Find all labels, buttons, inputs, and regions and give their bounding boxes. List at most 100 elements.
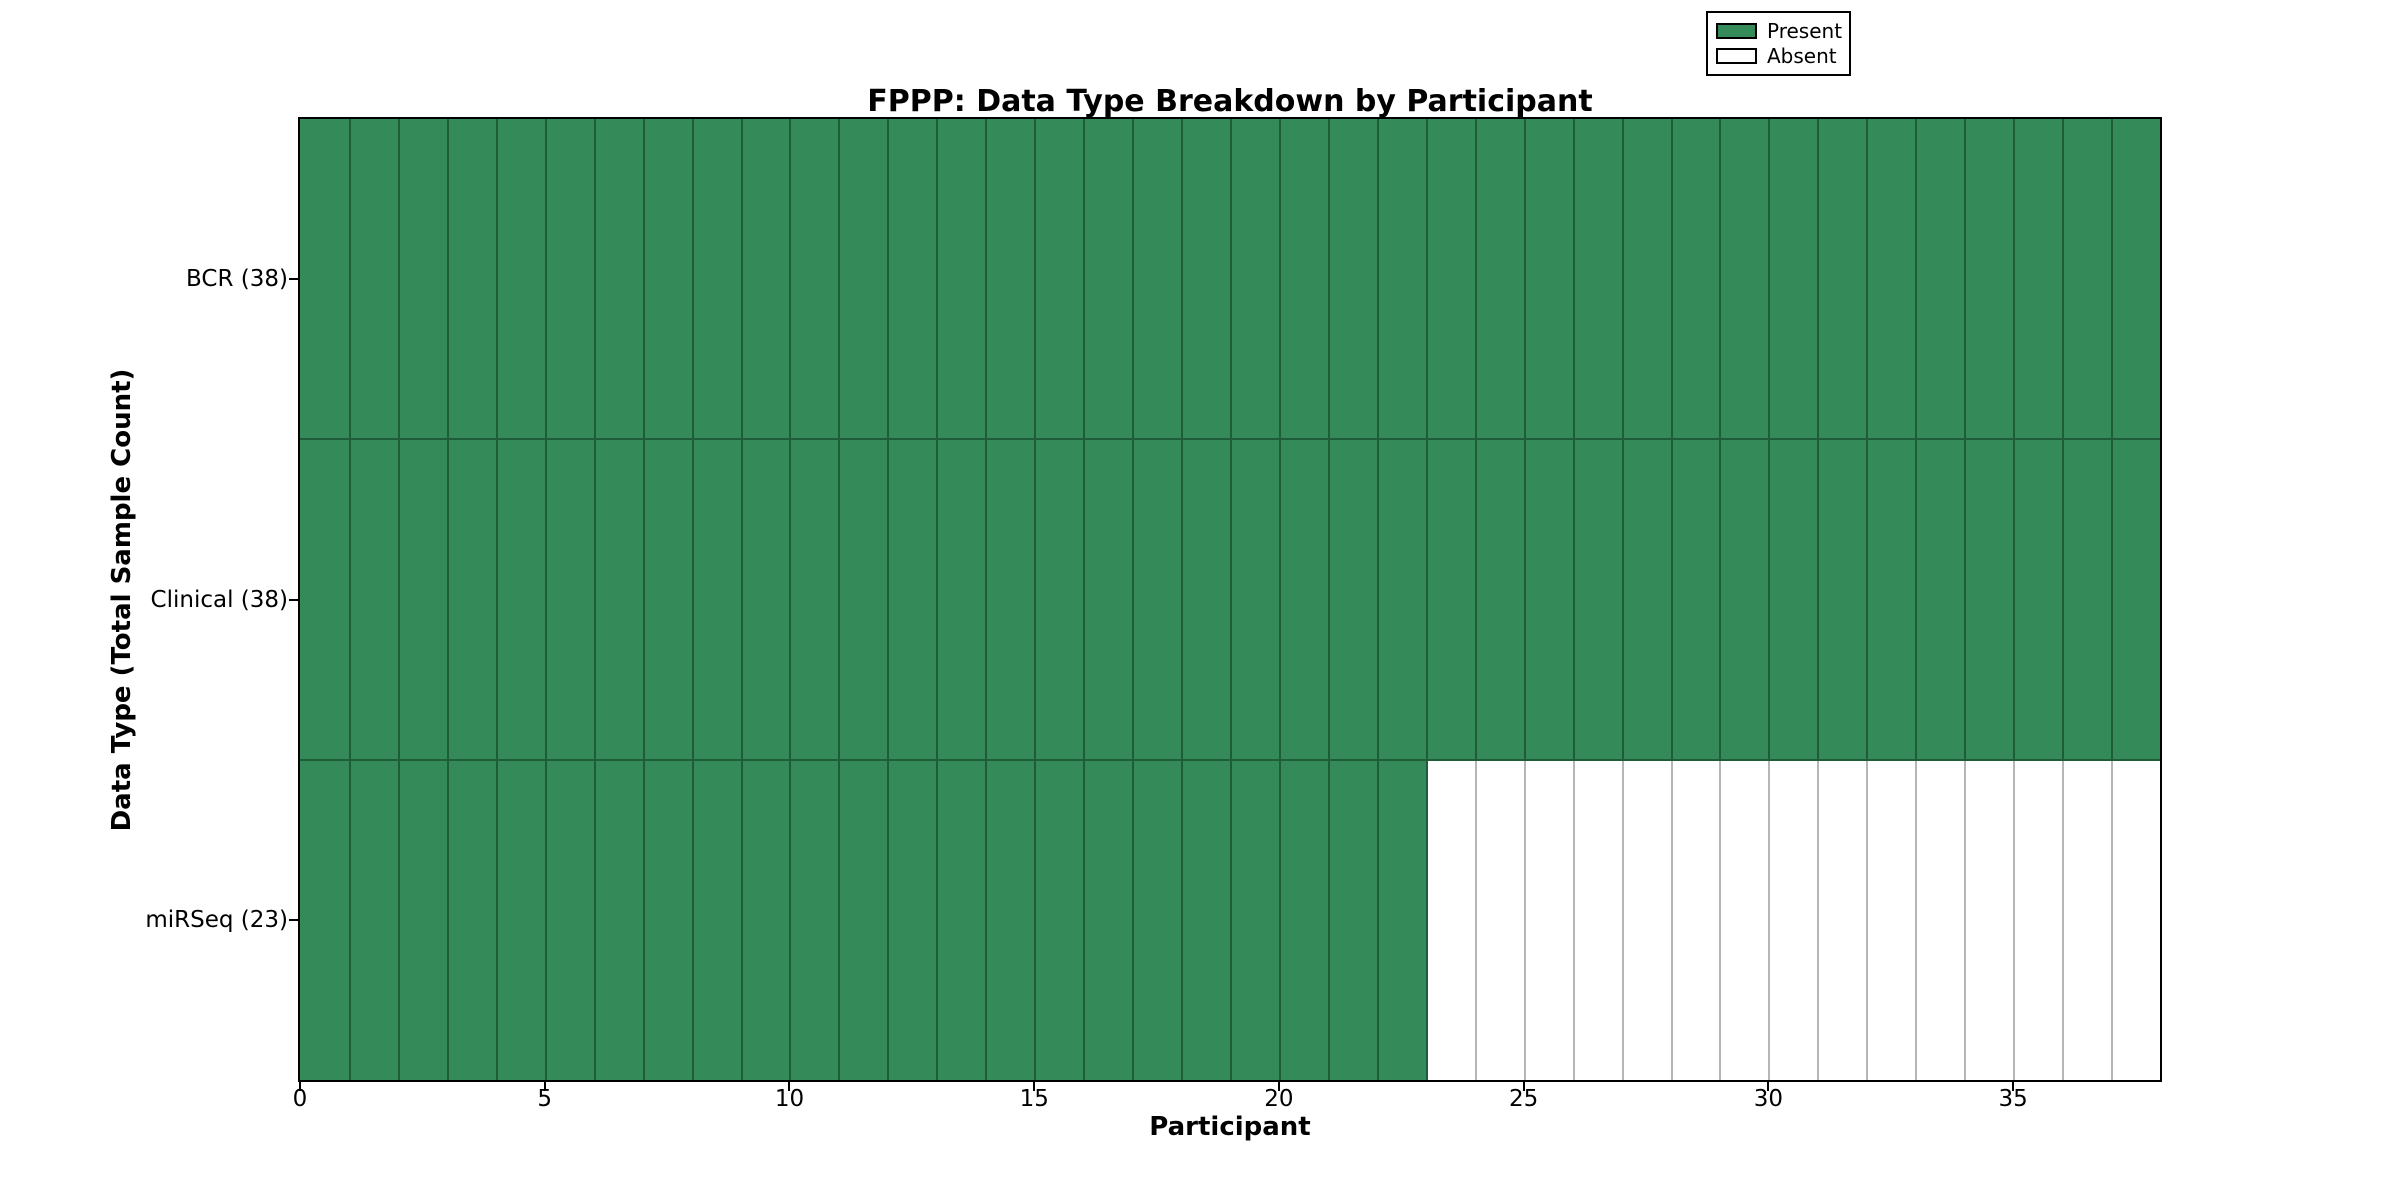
heatmap-cell-present [1376, 759, 1427, 1080]
legend-entry: Absent [1716, 44, 1841, 70]
heatmap-cell-present [1425, 119, 1476, 440]
heatmap-cell-present [1670, 119, 1720, 440]
heatmap-cell-present [1474, 439, 1525, 760]
heatmap-cell-present [446, 119, 497, 440]
heatmap-cell-present [2062, 439, 2112, 760]
x-tick-mark [299, 1082, 301, 1091]
heatmap-cell-present [1132, 119, 1182, 440]
legend-label: Absent [1767, 44, 1837, 69]
heatmap-cell-present [740, 439, 790, 760]
heatmap-cell-absent [2062, 759, 2112, 1080]
plot-area [298, 117, 2162, 1082]
heatmap-cell-present [789, 759, 839, 1080]
heatmap-cell-present [936, 759, 986, 1080]
heatmap-cell-absent [1621, 759, 1672, 1080]
legend-label: Present [1767, 18, 1843, 43]
heatmap-cell-absent [1964, 759, 2014, 1080]
heatmap-cell-present [593, 119, 644, 440]
y-tick-label: BCR (38) [186, 266, 288, 293]
heatmap-cell-present [1376, 119, 1427, 440]
heatmap-cell-present [985, 759, 1035, 1080]
heatmap-cell-present [1866, 439, 1916, 760]
heatmap-cell-present [691, 119, 742, 440]
heatmap-cell-present [1621, 439, 1672, 760]
heatmap-cell-present [838, 119, 888, 440]
heatmap-cell-absent [2013, 759, 2063, 1080]
heatmap-cell-present [1278, 759, 1329, 1080]
heatmap-cell-present [1278, 119, 1329, 440]
heatmap-cell-present [936, 119, 986, 440]
heatmap-cell-present [1817, 119, 1867, 440]
heatmap-cell-present [1132, 759, 1182, 1080]
heatmap-cell-present [740, 759, 790, 1080]
heatmap-cell-present [1768, 439, 1818, 760]
heatmap-cell-present [1278, 439, 1329, 760]
heatmap-cell-present [1181, 439, 1231, 760]
heatmap-cell-present [1866, 119, 1916, 440]
heatmap-cell-present [1376, 439, 1427, 760]
heatmap-cell-present [348, 439, 399, 760]
x-tick-mark [1767, 1082, 1770, 1091]
heatmap-cell-present [1083, 759, 1133, 1080]
heatmap-cell-present [397, 119, 448, 440]
heatmap-cell-absent [1866, 759, 1916, 1080]
heatmap-cell-present [1230, 759, 1280, 1080]
heatmap-cell-present [1621, 119, 1672, 440]
heatmap-cell-absent [1474, 759, 1525, 1080]
heatmap-cell-present [838, 439, 888, 760]
heatmap-cell-present [593, 439, 644, 760]
heatmap-cell-present [1915, 119, 1965, 440]
heatmap-cell-present [1915, 439, 1965, 760]
heatmap-cell-present [887, 119, 937, 440]
heatmap-cell-present [2111, 439, 2161, 760]
x-tick-mark [1277, 1082, 1280, 1091]
heatmap-cell-present [300, 439, 350, 760]
heatmap-cell-present [495, 759, 546, 1080]
heatmap-cell-present [1670, 439, 1720, 760]
heatmap-cell-present [838, 759, 888, 1080]
heatmap-cell-present [1132, 439, 1182, 760]
heatmap-cell-present [1719, 439, 1769, 760]
heatmap-cell-present [1327, 439, 1378, 760]
heatmap-cell-present [1964, 119, 2014, 440]
legend-swatch-present [1716, 22, 1757, 39]
heatmap-cell-present [1083, 119, 1133, 440]
y-tick-mark [289, 278, 298, 281]
heatmap-cell-present [300, 119, 350, 440]
heatmap-cell-present [1768, 119, 1818, 440]
x-tick-mark [1033, 1082, 1036, 1091]
heatmap-cell-absent [1572, 759, 1623, 1080]
heatmap-cell-present [740, 119, 790, 440]
heatmap-cell-present [446, 759, 497, 1080]
heatmap-cell-present [397, 759, 448, 1080]
heatmap-cell-present [985, 439, 1035, 760]
heatmap-cell-present [1181, 759, 1231, 1080]
heatmap-cell-present [1425, 439, 1476, 760]
heatmap-cell-present [1572, 439, 1623, 760]
heatmap-cell-present [2062, 119, 2112, 440]
y-tick-label: miRSeq (23) [145, 906, 288, 933]
heatmap-cell-present [1034, 119, 1084, 440]
heatmap-cell-present [1327, 119, 1378, 440]
legend-swatch-absent [1716, 48, 1757, 65]
heatmap-cell-present [1523, 119, 1574, 440]
heatmap-cell-present [1719, 119, 1769, 440]
heatmap-cell-present [642, 439, 693, 760]
heatmap-cell-absent [1425, 759, 1476, 1080]
heatmap-cell-present [2111, 119, 2161, 440]
heatmap-cell-present [348, 759, 399, 1080]
heatmap-cell-present [397, 439, 448, 760]
row-separator-line [300, 758, 2160, 761]
heatmap-cell-absent [2111, 759, 2161, 1080]
heatmap-cell-absent [1719, 759, 1769, 1080]
x-tick-mark [788, 1082, 791, 1091]
heatmap-cell-present [691, 439, 742, 760]
heatmap-cell-present [495, 439, 546, 760]
heatmap-cell-present [985, 119, 1035, 440]
heatmap-cell-present [1034, 439, 1084, 760]
y-tick-mark [289, 598, 298, 601]
heatmap-cell-present [593, 759, 644, 1080]
x-tick-mark [543, 1082, 546, 1091]
heatmap-cell-present [887, 759, 937, 1080]
